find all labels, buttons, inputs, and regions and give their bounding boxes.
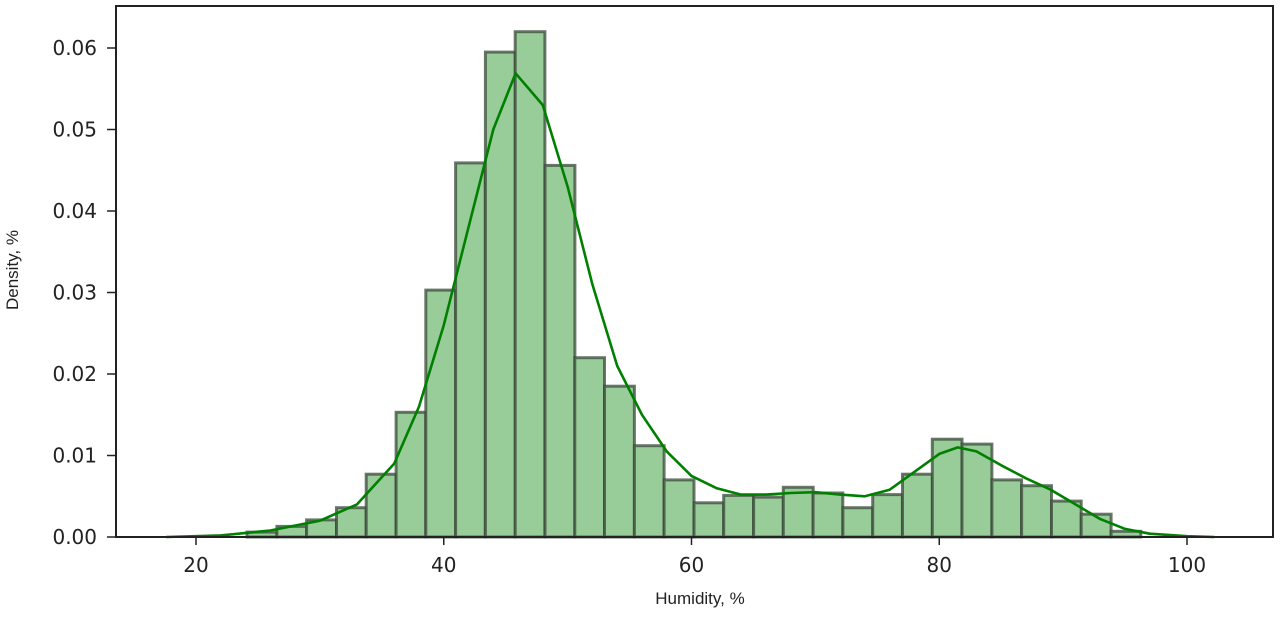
- y-tick-label: 0.03: [52, 281, 97, 305]
- plot-frame: [115, 5, 1274, 538]
- y-tick-label: 0.04: [52, 199, 97, 223]
- x-axis-ticks: 20 40 60 80 100: [183, 537, 1206, 577]
- x-tick-label: 20: [183, 553, 208, 577]
- histogram-bar: [930, 437, 964, 539]
- x-axis-label: Humidity, %: [655, 589, 744, 608]
- histogram-bar: [722, 493, 756, 539]
- histogram-bar: [513, 30, 547, 539]
- histogram-bar: [632, 444, 666, 539]
- x-tick-label: 80: [927, 553, 952, 577]
- histogram-bars: [245, 30, 1143, 539]
- histogram-bar: [841, 506, 875, 539]
- histogram-bar: [811, 491, 845, 539]
- histogram-bar: [901, 472, 934, 539]
- kde-curve: [166, 72, 1215, 539]
- x-tick-label: 60: [679, 553, 704, 577]
- y-axis-label: Density, %: [3, 230, 22, 310]
- histogram-bar: [364, 472, 398, 539]
- histogram-bar: [781, 485, 815, 539]
- histogram-bar: [573, 356, 606, 539]
- histogram-bar: [603, 384, 636, 539]
- histogram-bar: [424, 288, 458, 539]
- histogram-bar: [960, 442, 994, 539]
- histogram-bar: [752, 495, 785, 539]
- y-tick-label: 0.06: [52, 36, 97, 60]
- y-axis-ticks: 0.00 0.01 0.02 0.03 0.04 0.05 0.06: [52, 36, 116, 549]
- x-tick-label: 100: [1168, 553, 1206, 577]
- histogram-bar: [1020, 484, 1053, 539]
- histogram-bar: [394, 410, 428, 539]
- histogram-bar: [990, 478, 1024, 539]
- y-tick-label: 0.02: [52, 362, 97, 386]
- histogram-bar: [871, 493, 904, 539]
- x-tick-label: 40: [431, 553, 456, 577]
- histogram-bar: [483, 50, 517, 539]
- y-tick-label: 0.01: [52, 444, 97, 468]
- histogram-bar: [662, 478, 696, 539]
- y-tick-label: 0.05: [52, 118, 97, 142]
- histogram-bar: [692, 501, 726, 539]
- histogram-bar: [543, 163, 577, 539]
- histogram-bar: [454, 161, 487, 539]
- y-tick-label: 0.00: [52, 525, 97, 549]
